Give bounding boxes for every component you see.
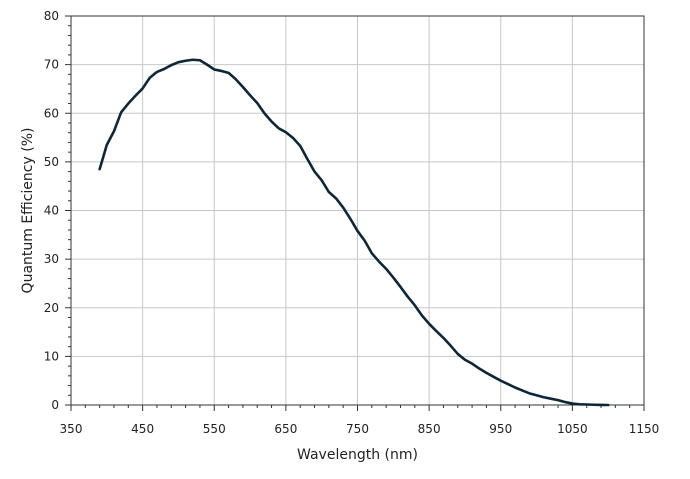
y-tick-label: 10 — [44, 349, 59, 363]
x-tick-label: 550 — [203, 422, 226, 436]
y-tick-labels: 0 10 20 30 40 50 60 70 80 — [44, 9, 59, 412]
x-tick-labels: 350 450 550 650 750 850 950 1050 1150 — [60, 422, 660, 436]
y-tick-label: 0 — [51, 398, 59, 412]
y-tick-label: 20 — [44, 301, 59, 315]
x-tick-label: 450 — [131, 422, 154, 436]
y-axis-title: Quantum Efficiency (%) — [20, 128, 36, 294]
x-tick-label: 1050 — [557, 422, 588, 436]
x-axis-title: Wavelength (nm) — [297, 447, 418, 463]
x-tick-label: 850 — [418, 422, 441, 436]
y-tick-label: 30 — [44, 252, 59, 266]
plot-frame — [70, 15, 645, 406]
series-layer — [98, 58, 610, 407]
y-tick-label: 40 — [44, 204, 59, 218]
grid-lines — [71, 16, 644, 405]
y-tick-label: 70 — [44, 58, 59, 72]
x-tick-label: 650 — [274, 422, 297, 436]
y-tick-label: 60 — [44, 106, 59, 120]
x-tick-label: 350 — [60, 422, 83, 436]
x-tick-label: 1150 — [629, 422, 660, 436]
y-tick-label: 80 — [44, 9, 59, 23]
x-tick-label: 950 — [489, 422, 512, 436]
y-tick-label: 50 — [44, 155, 59, 169]
x-tick-label: 750 — [346, 422, 369, 436]
series-line-0 — [98, 58, 610, 407]
